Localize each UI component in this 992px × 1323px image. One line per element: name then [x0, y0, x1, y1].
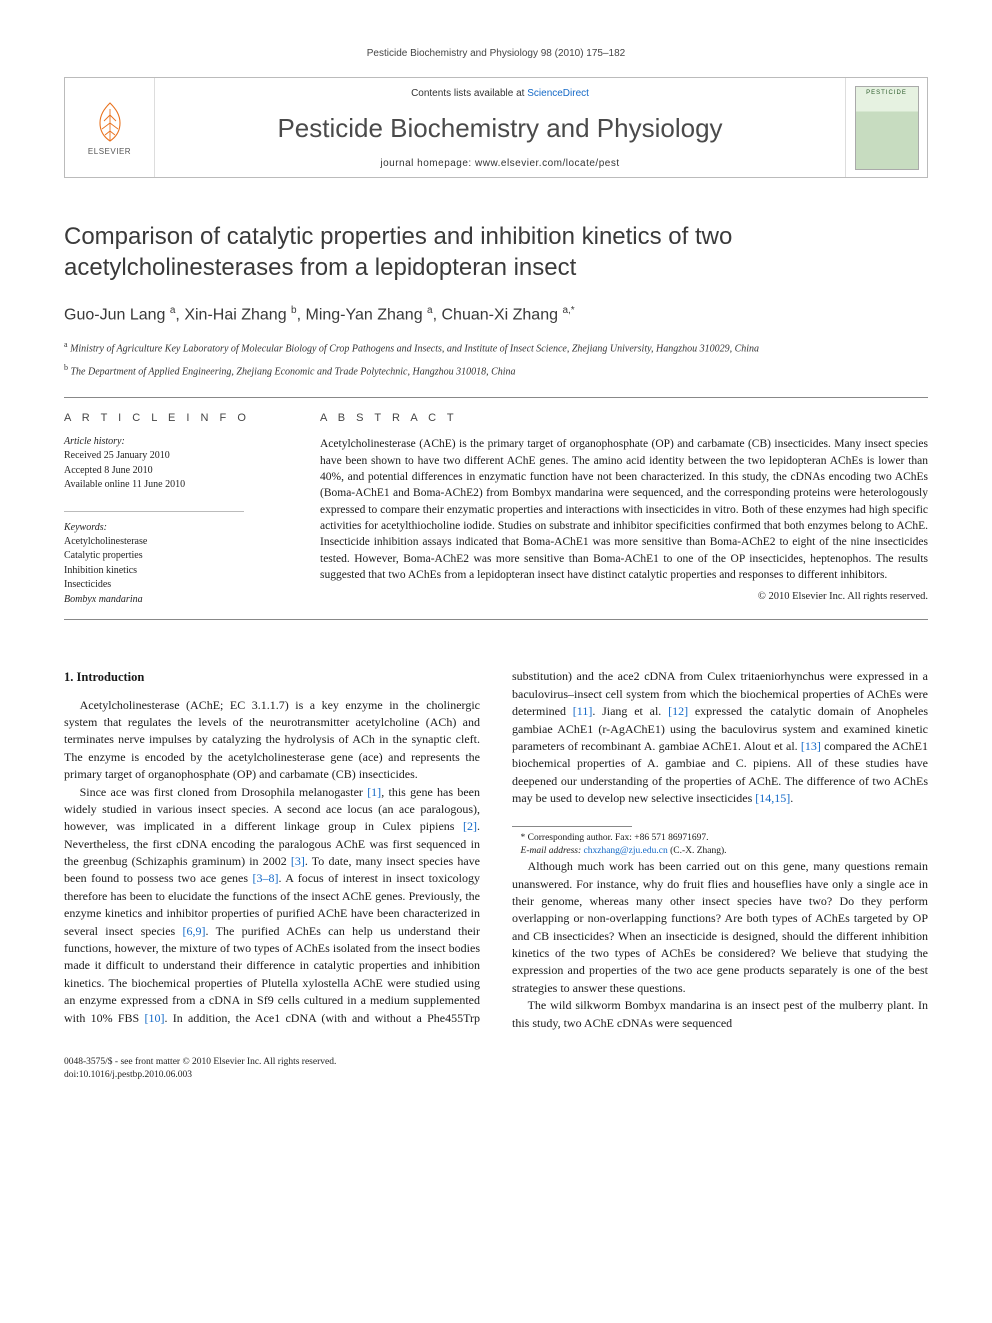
issn-copyright-line: 0048-3575/$ - see front matter © 2010 El… — [64, 1056, 336, 1069]
citation-link[interactable]: [10] — [144, 1011, 164, 1025]
email-suffix: (C.-X. Zhang). — [670, 846, 726, 856]
elsevier-tree-icon — [89, 99, 131, 143]
citation-link[interactable]: [11] — [573, 704, 593, 718]
keyword: Catalytic properties — [64, 549, 284, 564]
divider — [64, 511, 244, 512]
homepage-url[interactable]: www.elsevier.com/locate/pest — [475, 158, 620, 169]
body-paragraph: The wild silkworm Bombyx mandarina is an… — [512, 997, 928, 1032]
citation-link[interactable]: [14,15] — [755, 791, 790, 805]
citation-link[interactable]: [3] — [291, 854, 305, 868]
body-paragraph: Although much work has been carried out … — [512, 858, 928, 997]
doi-line: doi:10.1016/j.pestbp.2010.06.003 — [64, 1069, 336, 1082]
citation-link[interactable]: [3–8] — [252, 871, 278, 885]
divider — [64, 619, 928, 620]
article-body: 1. Introduction Acetylcholinesterase (AC… — [64, 668, 928, 1032]
keyword: Insecticides — [64, 578, 284, 593]
citation-link[interactable]: [6,9] — [183, 924, 206, 938]
keyword: Inhibition kinetics — [64, 564, 284, 579]
history-line: Accepted 8 June 2010 — [64, 464, 284, 479]
footnote-divider — [512, 826, 632, 827]
abstract-text: Acetylcholinesterase (AChE) is the prima… — [320, 436, 928, 583]
corresponding-author-footnote: * Corresponding author. Fax: +86 571 869… — [512, 832, 928, 845]
cover-label: PESTICIDE — [856, 90, 918, 96]
contents-prefix: Contents lists available at — [411, 88, 527, 99]
citation-link[interactable]: [1] — [367, 785, 381, 799]
citation-link[interactable]: [12] — [668, 704, 688, 718]
history-line: Received 25 January 2010 — [64, 449, 284, 464]
email-link[interactable]: chxzhang@zju.edu.cn — [584, 846, 668, 856]
section-heading-introduction: 1. Introduction — [64, 668, 480, 686]
sciencedirect-link[interactable]: ScienceDirect — [527, 88, 589, 99]
article-title: Comparison of catalytic properties and i… — [64, 222, 928, 283]
body-paragraph: Acetylcholinesterase (AChE; EC 3.1.1.7) … — [64, 697, 480, 784]
abstract-label: A B S T R A C T — [320, 412, 928, 424]
author-list: Guo-Jun Lang a, Xin-Hai Zhang b, Ming-Ya… — [64, 305, 928, 324]
keyword: Bombyx mandarina — [64, 593, 284, 608]
abstract-copyright: © 2010 Elsevier Inc. All rights reserved… — [320, 591, 928, 602]
affiliation-line: a Ministry of Agriculture Key Laboratory… — [64, 339, 928, 356]
citation-link[interactable]: [2] — [463, 819, 477, 833]
journal-homepage-line: journal homepage: www.elsevier.com/locat… — [163, 158, 837, 169]
publisher-name: ELSEVIER — [88, 147, 131, 156]
publisher-logo: ELSEVIER — [65, 78, 155, 177]
keywords-label: Keywords: — [64, 522, 284, 533]
keyword: Acetylcholinesterase — [64, 535, 284, 550]
journal-masthead: ELSEVIER Contents lists available at Sci… — [64, 77, 928, 178]
email-label: E-mail address: — [521, 846, 582, 856]
citation-link[interactable]: [13] — [801, 739, 821, 753]
history-line: Available online 11 June 2010 — [64, 478, 284, 493]
divider — [64, 397, 928, 398]
homepage-prefix: journal homepage: — [380, 158, 475, 169]
running-header: Pesticide Biochemistry and Physiology 98… — [64, 48, 928, 59]
history-label: Article history: — [64, 436, 284, 447]
journal-name: Pesticide Biochemistry and Physiology — [163, 113, 837, 144]
affiliation-line: b The Department of Applied Engineering,… — [64, 362, 928, 379]
journal-cover-thumbnail: PESTICIDE — [845, 78, 927, 177]
footer-left: 0048-3575/$ - see front matter © 2010 El… — [64, 1056, 336, 1082]
article-info-label: A R T I C L E I N F O — [64, 412, 284, 424]
contents-available-line: Contents lists available at ScienceDirec… — [163, 88, 837, 99]
email-footnote: E-mail address: chxzhang@zju.edu.cn (C.-… — [512, 845, 928, 858]
